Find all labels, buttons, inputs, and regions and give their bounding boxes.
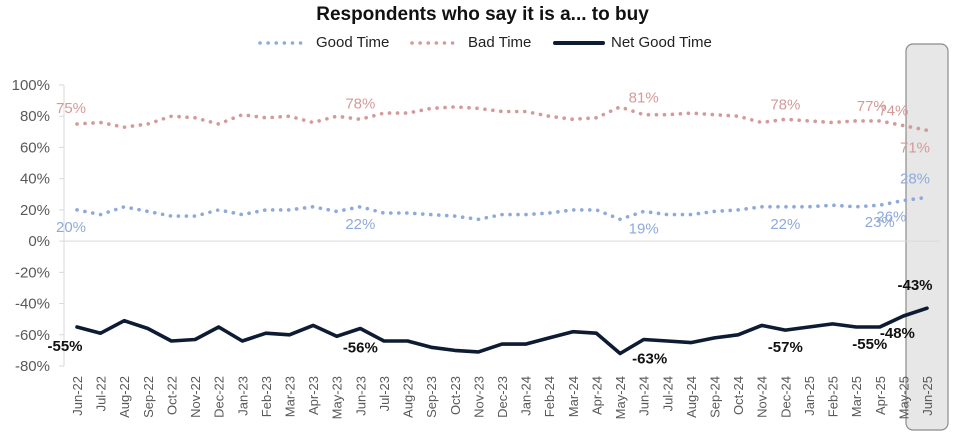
legend: Good Time Bad Time Net Good Time: [0, 34, 965, 54]
x-tick-label: Jun-25: [920, 376, 935, 416]
x-tick-label: Oct-22: [164, 376, 179, 415]
data-label-net-good-time: -63%: [632, 350, 667, 367]
x-tick-label: Jul-24: [660, 376, 675, 411]
y-tick-label: 20%: [20, 202, 50, 219]
x-tick-label: Mar-24: [566, 376, 581, 417]
x-tick-label: Sep-22: [141, 376, 156, 418]
chart-title: Respondents who say it is a... to buy: [316, 4, 649, 25]
legend-label-good-time: Good Time: [316, 34, 390, 51]
x-tick-label: Jun-23: [353, 376, 368, 416]
data-label-net-good-time: -48%: [880, 325, 915, 342]
x-tick-label: Apr-23: [306, 376, 321, 415]
y-tick-label: -60%: [15, 327, 50, 344]
data-label-bad-time: 78%: [770, 96, 800, 113]
x-tick-label: Aug-22: [117, 376, 132, 418]
x-tick-label: Dec-22: [212, 376, 227, 418]
x-tick-label: Nov-23: [471, 376, 486, 418]
series-line-good-time: [75, 195, 929, 222]
x-tick-label: Dec-23: [495, 376, 510, 418]
x-tick-label: Mar-23: [283, 376, 298, 417]
data-label-bad-time: 71%: [900, 139, 930, 156]
y-tick-label: -40%: [15, 296, 50, 313]
y-tick-label: 40%: [20, 171, 50, 188]
x-tick-label: Aug-23: [401, 376, 416, 418]
highlight-box: [905, 43, 949, 431]
x-tick-label: May-24: [613, 376, 628, 419]
series-line-bad-time: [75, 105, 929, 133]
x-tick-label: Jun-24: [637, 376, 652, 416]
x-tick-label: Jan-25: [802, 376, 817, 416]
x-tick-label: Sep-24: [708, 376, 723, 418]
x-tick-label: Dec-24: [778, 376, 793, 418]
x-tick-label: Aug-24: [684, 376, 699, 418]
data-label-good-time: 23%: [865, 214, 895, 231]
y-tick-label: 100%: [12, 77, 50, 94]
data-label-bad-time: 77%: [857, 98, 887, 115]
y-tick-label: -20%: [15, 264, 50, 281]
x-tick-label: May-25: [896, 376, 911, 419]
data-label-net-good-time: -55%: [852, 336, 887, 353]
legend-item-good-time: Good Time: [258, 34, 389, 51]
data-label-good-time: 19%: [629, 220, 659, 237]
data-label-good-time: 22%: [770, 216, 800, 233]
x-tick-label: Nov-24: [755, 376, 770, 418]
data-label-net-good-time: -57%: [768, 339, 803, 356]
data-label-net-good-time: -55%: [47, 338, 82, 355]
x-tick-label: Nov-22: [188, 376, 203, 418]
data-label-good-time: 28%: [900, 170, 930, 187]
data-label-net-good-time: -43%: [897, 277, 932, 294]
x-tick-label: Oct-24: [731, 376, 746, 415]
x-tick-label: Apr-24: [589, 376, 604, 415]
x-tick-label: Jul-23: [377, 376, 392, 411]
x-tick-label: Jan-24: [519, 376, 534, 416]
legend-swatch-bad-time: [410, 40, 462, 45]
x-tick-label: Oct-23: [448, 376, 463, 415]
legend-swatch-net-good-time: [553, 40, 605, 45]
data-label-bad-time: 75%: [56, 100, 86, 117]
y-tick-label: 0%: [28, 233, 50, 250]
legend-label-bad-time: Bad Time: [468, 34, 532, 51]
x-tick-label: Jun-22: [70, 376, 85, 416]
data-label-bad-time: 81%: [629, 90, 659, 107]
x-tick-label: Sep-23: [424, 376, 439, 418]
series-line-net-good-time: [75, 306, 929, 356]
data-label-bad-time: 74%: [878, 103, 908, 120]
data-label-net-good-time: -56%: [343, 340, 378, 357]
x-tick-label: Jul-22: [94, 376, 109, 411]
x-tick-label: Feb-24: [542, 376, 557, 417]
data-label-bad-time: 78%: [345, 95, 375, 112]
x-tick-label: May-23: [330, 376, 345, 419]
x-tick-label: Jan-23: [235, 376, 250, 416]
legend-item-net-good-time: Net Good Time: [553, 34, 712, 51]
x-tick-label: Feb-25: [826, 376, 841, 417]
x-tick-label: Mar-25: [849, 376, 864, 417]
y-tick-label: 60%: [20, 139, 50, 156]
legend-label-net-good-time: Net Good Time: [611, 34, 712, 51]
data-label-good-time: 26%: [876, 209, 906, 226]
data-label-good-time: 20%: [56, 219, 86, 236]
legend-item-bad-time: Bad Time: [410, 34, 531, 51]
x-tick-label: Feb-23: [259, 376, 274, 417]
data-label-good-time: 22%: [345, 216, 375, 233]
legend-swatch-good-time: [258, 40, 310, 45]
y-tick-label: -80%: [15, 358, 50, 375]
y-tick-label: 80%: [20, 108, 50, 125]
x-tick-label: Apr-25: [873, 376, 888, 415]
